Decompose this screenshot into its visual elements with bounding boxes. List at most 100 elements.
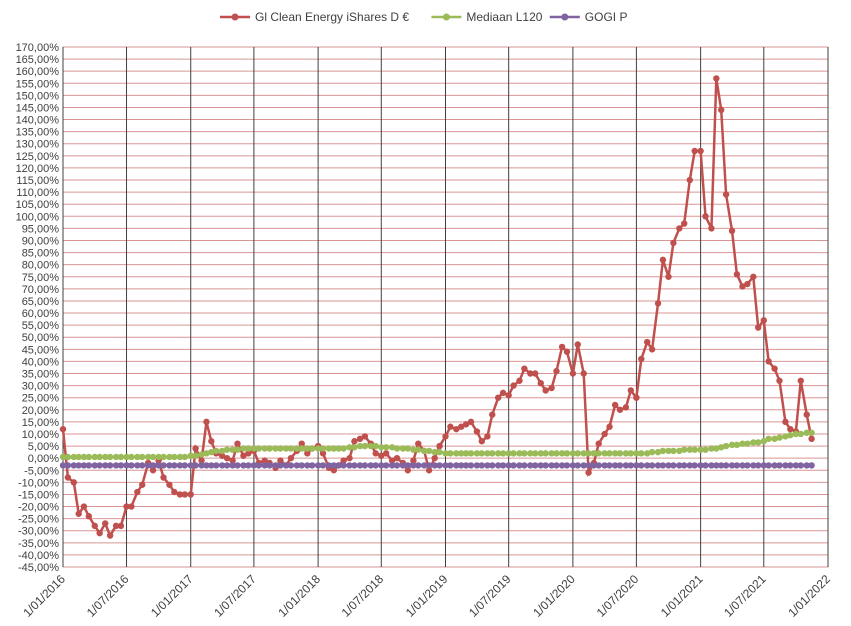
y-tick-label: -20,00%: [18, 502, 59, 514]
data-point: [128, 462, 135, 469]
data-point: [616, 406, 624, 413]
data-point: [431, 462, 438, 469]
data-point: [563, 462, 571, 469]
y-tick-label: 100,00%: [16, 211, 60, 223]
legend-item: Mediaan L120: [431, 10, 543, 24]
data-point: [330, 445, 338, 452]
data-point: [718, 106, 725, 114]
y-tick-label: 25,00%: [22, 393, 60, 405]
data-point: [744, 462, 751, 469]
data-point: [399, 445, 407, 452]
data-point: [346, 454, 353, 462]
data-point: [304, 462, 311, 469]
data-point: [378, 462, 385, 469]
data-point: [622, 462, 630, 469]
x-tick-label: 1/01/2016: [20, 572, 68, 620]
data-point: [287, 454, 295, 462]
y-tick-label: 110,00%: [16, 187, 59, 199]
data-point: [686, 176, 693, 184]
data-point: [574, 450, 581, 457]
data-point: [750, 439, 757, 446]
data-point: [708, 225, 715, 232]
data-point: [638, 450, 645, 457]
data-point: [527, 450, 534, 457]
data-point: [558, 343, 566, 351]
data-point: [223, 462, 231, 469]
data-point: [198, 451, 205, 458]
data-point: [516, 377, 523, 384]
y-tick-label: 50,00%: [22, 332, 60, 344]
data-point: [527, 370, 534, 377]
data-point: [782, 433, 789, 440]
y-tick-label: 105,00%: [16, 199, 60, 211]
data-point: [467, 418, 475, 426]
y-tick-label: 5,00%: [28, 441, 59, 453]
data-point: [171, 453, 178, 461]
data-point: [282, 445, 290, 452]
data-point: [458, 462, 465, 469]
data-point: [797, 377, 804, 384]
data-point: [627, 462, 635, 469]
data-point: [404, 445, 412, 452]
data-point: [521, 365, 528, 372]
data-point: [378, 444, 385, 451]
data-point: [335, 462, 342, 469]
data-point: [106, 532, 114, 539]
data-point: [691, 446, 698, 453]
data-point: [595, 462, 602, 469]
data-point: [537, 379, 544, 387]
data-point: [250, 445, 258, 452]
data-point: [378, 452, 385, 459]
data-point: [505, 392, 512, 399]
data-point: [755, 462, 762, 469]
data-point: [803, 429, 810, 436]
y-tick-label: 135,00%: [16, 127, 60, 139]
data-point: [425, 447, 433, 455]
data-point: [733, 271, 741, 278]
y-tick-label: 90,00%: [22, 235, 60, 247]
data-point: [314, 462, 322, 469]
data-point: [393, 445, 401, 452]
legend-item: GOGI P: [549, 10, 627, 24]
data-point: [187, 452, 194, 459]
data-point: [776, 462, 783, 469]
data-point: [112, 453, 120, 461]
data-point: [484, 433, 491, 440]
data-point: [548, 384, 555, 392]
data-point: [80, 462, 88, 469]
data-point: [198, 462, 205, 469]
data-point: [447, 450, 454, 457]
data-point: [277, 457, 284, 464]
data-point: [410, 446, 417, 453]
data-point: [218, 447, 226, 455]
data-point: [702, 446, 709, 453]
data-point: [478, 462, 485, 469]
data-point: [516, 462, 523, 469]
data-point: [467, 462, 475, 469]
data-point: [106, 453, 114, 461]
data-point: [510, 462, 517, 469]
data-point: [415, 462, 422, 469]
data-point: [335, 445, 342, 452]
data-point: [606, 423, 613, 430]
data-point: [85, 453, 93, 461]
data-point: [106, 462, 114, 469]
data-point: [808, 435, 815, 443]
data-point: [340, 462, 347, 469]
data-point: [218, 462, 226, 469]
legend-marker: [442, 13, 450, 21]
data-point: [670, 447, 677, 455]
data-point: [240, 462, 247, 469]
data-point: [176, 491, 184, 498]
data-point: [453, 462, 460, 469]
y-tick-label: 95,00%: [22, 223, 60, 235]
data-point: [75, 453, 82, 461]
data-point: [250, 462, 258, 469]
data-point: [442, 462, 449, 469]
data-point: [462, 421, 470, 428]
data-point: [123, 453, 130, 461]
data-point: [722, 462, 730, 469]
data-point: [728, 462, 736, 469]
data-point: [771, 435, 778, 443]
data-point: [691, 462, 698, 469]
